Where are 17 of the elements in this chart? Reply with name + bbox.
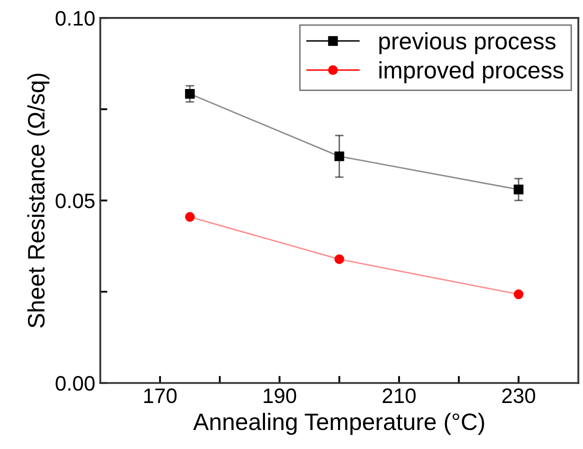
- y-axis-title: Sheet Resistance (Ω/sq): [27, 74, 50, 328]
- x-tick-label: 230: [502, 388, 536, 404]
- x-tick-label: 210: [382, 388, 416, 404]
- point: [514, 289, 524, 300]
- point: [514, 184, 524, 194]
- x-axis-title: Annealing Temperature (°C): [193, 412, 484, 435]
- point: [185, 89, 195, 99]
- y-tick-label: 0.00: [56, 376, 95, 391]
- x-tick-label: 170: [144, 388, 177, 404]
- point: [185, 212, 195, 222]
- legend-label: improved process: [379, 61, 564, 84]
- legend-label: previous process: [379, 32, 556, 54]
- point: [334, 151, 344, 162]
- point: [334, 254, 344, 264]
- y-tick-label: 0.05: [56, 193, 95, 208]
- y-tick-label: 0.10: [56, 10, 95, 26]
- x-tick-label: 190: [264, 388, 296, 404]
